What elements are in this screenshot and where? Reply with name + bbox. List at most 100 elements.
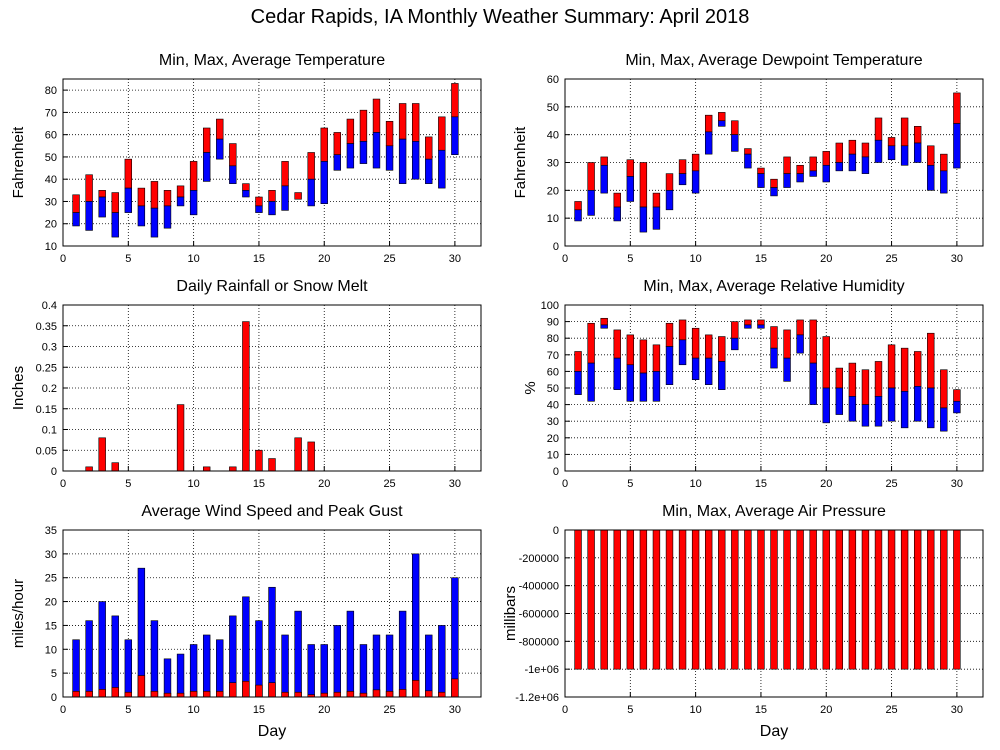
x-tick-label: 20 — [318, 478, 330, 490]
chart-title: Min, Max, Average Dewpoint Temperature — [625, 52, 922, 69]
y-tick-label: 30 — [45, 549, 57, 561]
y-tick-label: 90 — [547, 317, 559, 329]
bar-gust-day-5 — [124, 639, 133, 698]
bar-day-18 — [796, 529, 804, 670]
bar-day-9 — [176, 404, 185, 472]
bar-gust-day-18 — [294, 610, 302, 698]
y-tick-label: 60 — [45, 130, 57, 142]
y-tick-label: 40 — [45, 174, 57, 186]
bar-min-day-21 — [333, 154, 342, 171]
bar-min-day-24 — [874, 139, 883, 163]
y-tick-label: -200000 — [519, 553, 559, 565]
bar-max-day-13 — [731, 321, 739, 339]
chart-pressure: Min, Max, Average Air Pressure -1.2e+06 -1… — [502, 503, 984, 740]
bar-gust-day-29 — [438, 625, 446, 698]
bar-min-day-28 — [425, 158, 433, 184]
y-tick-label: 50 — [547, 102, 559, 114]
bar-min-day-28 — [927, 164, 935, 191]
y-tick-label: -1e+06 — [524, 664, 559, 676]
y-tick-label: 20 — [45, 219, 57, 231]
bar-max-day-26 — [398, 103, 407, 140]
bar-max-day-18 — [796, 319, 804, 336]
plot-frame — [62, 78, 482, 247]
bar-min-day-27 — [913, 142, 922, 163]
bar-min-day-25 — [887, 145, 896, 161]
bar-max-day-5 — [124, 158, 133, 189]
bar-min-day-19 — [809, 362, 817, 405]
bars-pressure — [574, 529, 961, 670]
x-tick-label: 20 — [820, 478, 832, 490]
x-tick-label: 0 — [562, 253, 568, 265]
bar-min-day-14 — [744, 153, 752, 169]
bar-min-day-26 — [900, 391, 909, 429]
bar-day-3 — [600, 529, 608, 670]
bar-avg-day-8 — [163, 692, 172, 698]
bar-min-day-15 — [255, 205, 263, 213]
bar-max-day-9 — [678, 319, 687, 341]
y-tick-label: 20 — [547, 433, 559, 445]
bar-min-day-18 — [796, 173, 804, 183]
x-tick-label: 10 — [188, 704, 200, 716]
bar-max-day-28 — [927, 332, 935, 389]
bar-max-day-7 — [150, 181, 159, 209]
bar-min-day-7 — [150, 207, 159, 238]
y-tick-label: 5 — [51, 668, 57, 680]
chart-rainfall: Daily Rainfall or Snow Melt 0 0.05 0.1 0.15 0… — [10, 278, 482, 490]
bar-max-day-15 — [757, 167, 765, 174]
bar-max-day-7 — [652, 192, 661, 208]
x-tick-label: 20 — [820, 253, 832, 265]
bar-max-day-23 — [359, 109, 368, 142]
bar-avg-day-24 — [372, 689, 381, 698]
x-tick-label: 30 — [951, 253, 963, 265]
bar-day-18 — [294, 437, 302, 472]
bar-max-day-2 — [587, 322, 595, 364]
bar-gust-day-21 — [333, 625, 342, 698]
bars-temperature — [72, 83, 459, 238]
bar-max-day-25 — [887, 137, 896, 147]
x-tick-label: 0 — [562, 704, 568, 716]
chart-title: Min, Max, Average Relative Humidity — [643, 278, 904, 295]
bar-max-day-5 — [626, 159, 635, 177]
bar-day-23 — [861, 529, 870, 670]
x-tick-label: 15 — [253, 478, 265, 490]
bar-min-day-20 — [822, 387, 830, 424]
bar-max-day-2 — [85, 174, 93, 202]
plot-frame — [564, 529, 984, 698]
bar-max-day-20 — [320, 127, 328, 162]
x-tick-label: 30 — [951, 704, 963, 716]
x-tick-label: 0 — [60, 253, 66, 265]
bar-min-day-7 — [652, 371, 661, 402]
y-tick-label: 0.05 — [36, 445, 57, 457]
y-tick-label: 60 — [547, 74, 559, 86]
bar-max-day-1 — [574, 201, 582, 211]
bar-max-day-3 — [600, 156, 608, 166]
x-tick-label: 10 — [690, 478, 702, 490]
x-tick-label: 10 — [188, 253, 200, 265]
y-axis-label: Fahrenheit — [512, 126, 529, 199]
bar-min-day-18 — [796, 334, 804, 354]
bar-min-day-1 — [574, 209, 582, 222]
x-tick-label: 15 — [253, 253, 265, 265]
bar-min-day-30 — [953, 123, 961, 169]
bar-min-day-6 — [639, 372, 648, 402]
bar-avg-day-12 — [216, 690, 224, 698]
bar-max-day-27 — [411, 103, 420, 142]
bar-min-day-2 — [85, 201, 93, 231]
bar-max-day-29 — [940, 369, 948, 409]
bar-min-day-19 — [307, 178, 315, 207]
x-tick-label: 25 — [383, 253, 395, 265]
bar-min-day-17 — [783, 173, 791, 188]
bar-avg-day-26 — [398, 689, 407, 698]
bar-max-day-18 — [796, 164, 804, 174]
chart-title: Daily Rainfall or Snow Melt — [176, 278, 368, 295]
bar-max-day-11 — [202, 127, 211, 153]
bar-min-day-29 — [438, 149, 446, 189]
chart-humidity: Min, Max, Average Relative Humidity 0 10 20… — [522, 278, 984, 490]
y-tick-label: 10 — [547, 213, 559, 225]
x-tick-label: 5 — [125, 253, 131, 265]
bar-day-19 — [307, 441, 315, 472]
bar-avg-day-28 — [425, 690, 433, 698]
bar-avg-day-17 — [281, 691, 289, 698]
bar-avg-day-15 — [255, 684, 263, 698]
plot-frame — [564, 78, 984, 247]
